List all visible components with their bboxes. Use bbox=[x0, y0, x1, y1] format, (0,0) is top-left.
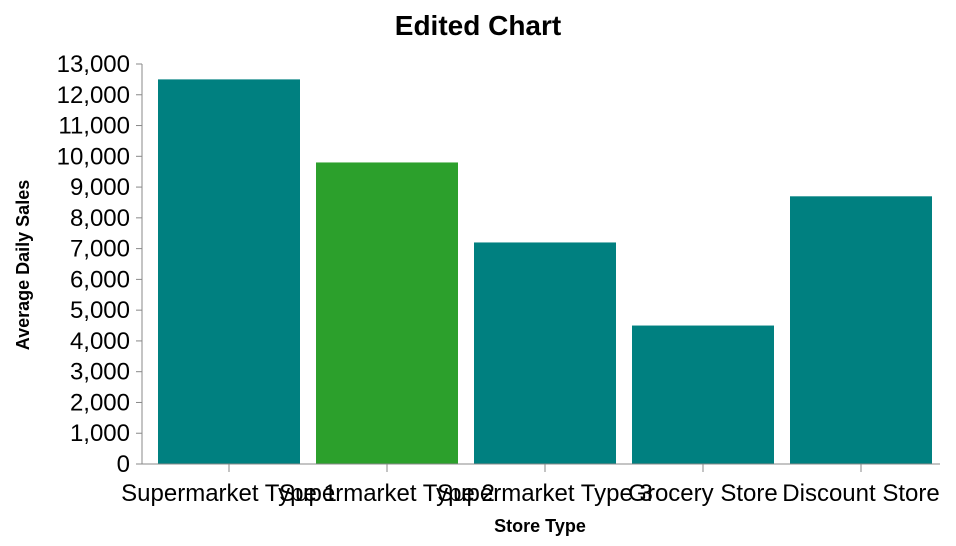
y-tick-label: 13,000 bbox=[57, 51, 130, 78]
bar-grocery-store bbox=[632, 325, 774, 464]
y-tick-label: 11,000 bbox=[58, 113, 130, 140]
bar-supermarket-type-3 bbox=[474, 242, 616, 464]
y-tick-label: 9,000 bbox=[70, 174, 130, 201]
y-tick-label: 6,000 bbox=[70, 266, 130, 293]
x-tick-label: Supermarket Type 3 bbox=[437, 480, 653, 507]
x-tick-label: Discount Store bbox=[782, 480, 939, 507]
y-tick-label: 7,000 bbox=[70, 236, 130, 263]
x-tick-label: Grocery Store bbox=[628, 480, 777, 507]
y-tick-label: 10,000 bbox=[57, 143, 130, 170]
y-tick-label: 4,000 bbox=[70, 328, 130, 355]
bar-discount-store bbox=[790, 196, 932, 465]
y-axis: 0 1,000 2,000 3,000 4,000 5,000 6,000 7,000 8,00… bbox=[57, 51, 143, 478]
y-tick-label: 1,000 bbox=[70, 420, 130, 447]
bar-supermarket-type-1 bbox=[158, 79, 300, 464]
bar-supermarket-type-2 bbox=[316, 162, 458, 464]
x-tick-label: Supermarket Type 1 bbox=[121, 480, 337, 507]
y-tick-label: 0 bbox=[117, 451, 130, 478]
y-tick-label: 5,000 bbox=[70, 297, 130, 324]
x-axis-title: Store Type bbox=[494, 516, 586, 536]
y-tick-label: 2,000 bbox=[70, 389, 130, 416]
y-tick-label: 8,000 bbox=[70, 205, 130, 232]
bars-group bbox=[158, 79, 932, 465]
chart-title: Edited Chart bbox=[395, 10, 561, 41]
y-tick-label: 3,000 bbox=[70, 359, 130, 386]
x-tick-label: Supermarket Type 2 bbox=[279, 480, 495, 507]
y-tick-label: 12,000 bbox=[57, 82, 130, 109]
y-axis-title: Average Daily Sales bbox=[13, 180, 33, 350]
